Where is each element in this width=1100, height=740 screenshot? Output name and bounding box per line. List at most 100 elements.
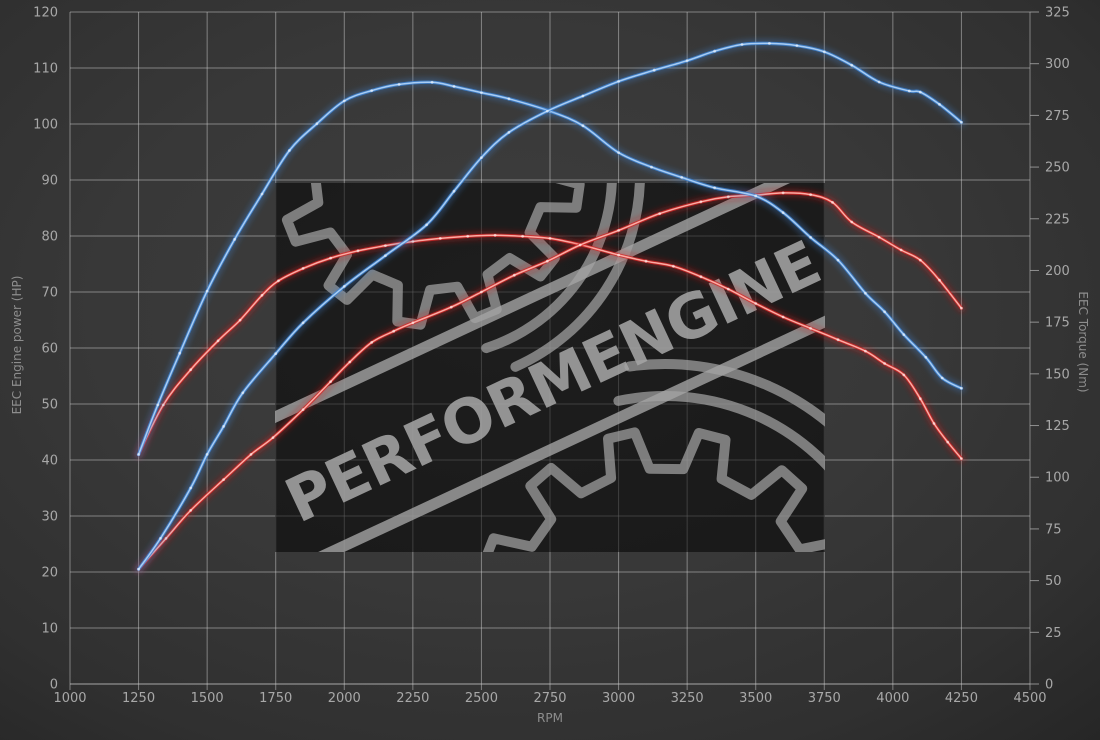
data-point-marker [370,89,374,92]
data-point-marker [883,310,886,314]
left-axis-title: EEC Engine power (HP) [10,276,24,415]
data-point-marker [507,131,511,134]
data-point-marker [781,191,785,195]
data-point-marker [480,290,483,294]
data-point-marker [397,83,401,86]
data-point-marker [699,200,703,204]
x-tick-label: 2000 [328,691,361,706]
left-tick-label: 120 [33,6,58,21]
data-point-marker [850,220,854,224]
data-point-marker [449,305,453,309]
data-point-marker [581,94,585,98]
data-point-marker [329,256,332,260]
right-tick-label: 75 [1045,522,1062,537]
data-point-marker [960,120,963,124]
data-point-marker [301,408,305,411]
axis-labels: 0 10 20 30 40 50 60 70 80 90 100 110 120 0 25 50 75 100 12… [33,6,1070,707]
data-point-marker [864,349,867,353]
right-tick-label: 250 [1045,161,1070,176]
data-point-marker [466,234,470,238]
data-point-marker [946,440,950,444]
data-point-marker [578,243,582,247]
data-point-marker [726,195,730,199]
right-tick-label: 100 [1045,471,1070,486]
data-point-marker [189,368,193,372]
series-original-torque [134,230,966,464]
left-tick-label: 60 [41,342,58,357]
left-tick-label: 30 [41,510,58,525]
gear-arc-icon [510,183,645,372]
data-point-marker [480,156,483,160]
left-tick-label: 70 [41,286,58,301]
right-tick-label: 200 [1045,264,1070,279]
right-tick-label: 25 [1045,626,1062,641]
data-point-marker [512,273,516,277]
right-tick-label: 125 [1045,419,1070,434]
right-tick-label: 50 [1045,574,1062,589]
data-point-marker [156,403,160,407]
right-axis-title: EEC Torque (Nm) [1076,291,1090,392]
stamp-stripe [304,305,825,552]
data-point-marker [507,97,511,101]
data-point-marker [809,327,812,330]
data-point-marker [178,351,182,355]
x-tick-label: 2500 [465,691,498,706]
right-tick-label: 0 [1045,678,1053,693]
data-point-marker [233,238,237,241]
data-point-marker [581,124,585,128]
data-point-marker [425,223,428,227]
left-tick-label: 110 [33,62,58,77]
data-point-marker [238,318,242,322]
data-point-marker [685,59,689,63]
data-point-marker [680,176,684,179]
right-tick-label: 300 [1045,57,1070,72]
data-point-marker [918,397,922,401]
data-point-marker [740,43,744,46]
data-point-marker [672,264,675,268]
data-point-marker [960,386,963,390]
data-point-marker [277,279,280,283]
dyno-curves [134,38,966,574]
data-point-marker [938,278,941,282]
watermark: PERFORMENGINE [275,183,825,552]
right-tick-label: 150 [1045,367,1070,382]
data-point-marker [260,293,264,297]
data-point-marker [301,321,305,325]
left-tick-label: 100 [33,118,58,133]
data-point-marker [274,352,278,355]
data-point-marker [480,91,483,94]
data-point-marker [924,355,928,359]
data-point-marker [617,253,620,257]
data-point-marker [329,380,332,383]
data-point-marker [836,338,840,342]
data-point-marker [877,235,881,239]
data-point-marker [384,254,387,257]
data-point-marker [960,457,963,460]
data-point-marker [938,103,941,106]
data-point-marker [907,89,911,93]
data-point-marker [288,149,291,152]
right-tick-label: 275 [1045,109,1070,124]
left-tick-label: 20 [41,566,58,581]
gear-arc-icon [624,359,825,427]
x-tick-label: 4000 [876,691,909,706]
x-tick-label: 3000 [602,691,635,706]
data-point-marker [452,85,456,88]
x-tick-label: 1500 [191,691,224,706]
data-point-marker [260,192,264,196]
data-point-marker [713,49,716,53]
left-tick-label: 80 [41,230,58,245]
data-point-marker [548,237,552,240]
data-point-marker [831,201,834,204]
data-point-marker [438,237,442,240]
data-point-marker [159,537,162,540]
data-point-marker [754,302,758,305]
data-point-marker [822,50,826,54]
data-point-marker [781,315,785,319]
data-point-marker [205,453,209,456]
left-tick-label: 40 [41,454,58,469]
data-point-marker [902,373,906,377]
data-point-marker [301,267,305,270]
left-tick-label: 10 [41,622,58,637]
x-tick-label: 1250 [122,691,155,706]
